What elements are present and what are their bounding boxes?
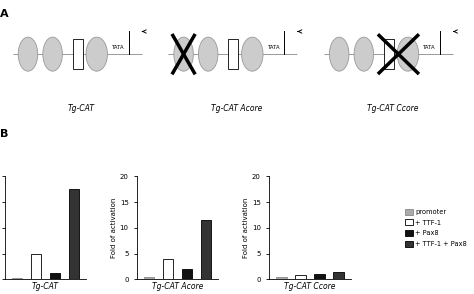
Y-axis label: Fold of activation: Fold of activation bbox=[243, 198, 249, 258]
Bar bbox=[201, 220, 211, 279]
Text: A: A bbox=[0, 9, 9, 19]
Ellipse shape bbox=[18, 37, 38, 71]
Text: TATA: TATA bbox=[112, 45, 125, 50]
Y-axis label: Fold of activation: Fold of activation bbox=[111, 198, 117, 258]
FancyBboxPatch shape bbox=[384, 39, 394, 69]
Ellipse shape bbox=[174, 37, 193, 71]
Text: Tg-CAT: Tg-CAT bbox=[68, 104, 95, 113]
FancyBboxPatch shape bbox=[228, 39, 238, 69]
Ellipse shape bbox=[397, 37, 419, 71]
Legend: promoter, + TTF-1, + Pax8, + TTF-1 + Pax8: promoter, + TTF-1, + Pax8, + TTF-1 + Pax… bbox=[405, 209, 467, 247]
Bar bbox=[163, 259, 173, 279]
Bar bbox=[69, 189, 79, 279]
Text: TATA: TATA bbox=[268, 45, 281, 50]
FancyBboxPatch shape bbox=[73, 39, 83, 69]
Ellipse shape bbox=[329, 37, 349, 71]
Bar bbox=[31, 253, 41, 279]
X-axis label: Tg-CAT: Tg-CAT bbox=[32, 282, 59, 291]
X-axis label: Tg-CAT Ccore: Tg-CAT Ccore bbox=[284, 282, 336, 291]
Text: Tg-CAT Acore: Tg-CAT Acore bbox=[211, 104, 263, 113]
Bar bbox=[12, 278, 22, 279]
Ellipse shape bbox=[199, 37, 218, 71]
Ellipse shape bbox=[242, 37, 263, 71]
Text: Tg-CAT Ccore: Tg-CAT Ccore bbox=[367, 104, 419, 113]
Bar bbox=[182, 269, 192, 279]
Text: TATA: TATA bbox=[423, 45, 436, 50]
X-axis label: Tg-CAT Acore: Tg-CAT Acore bbox=[152, 282, 203, 291]
Bar bbox=[50, 273, 60, 279]
Ellipse shape bbox=[43, 37, 63, 71]
Bar bbox=[295, 275, 306, 279]
Bar bbox=[144, 277, 155, 279]
Bar bbox=[333, 272, 344, 279]
Bar bbox=[314, 274, 325, 279]
Ellipse shape bbox=[86, 37, 108, 71]
Bar bbox=[276, 277, 287, 279]
Text: B: B bbox=[0, 129, 9, 139]
Ellipse shape bbox=[354, 37, 374, 71]
